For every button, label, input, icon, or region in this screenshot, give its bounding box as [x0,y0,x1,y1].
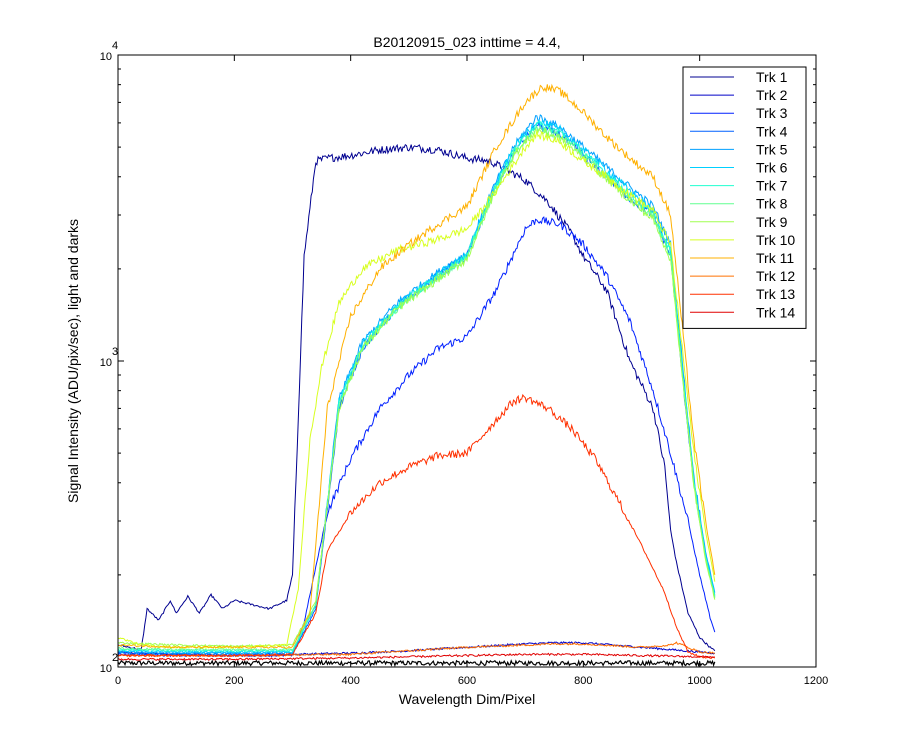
legend-label: Trk 14 [756,304,795,320]
x-tick-label: 400 [341,675,359,687]
legend-box [682,66,807,329]
x-tick-label: 1200 [804,675,828,687]
chart-title: B20120915_023 inttime = 4.4, [373,34,560,50]
legend-label: Trk 7 [756,178,788,194]
legend-label: Trk 2 [756,87,788,103]
x-tick-label: 600 [458,675,476,687]
y-tick-label: 10 [100,51,112,63]
series-line-trk-14 [118,652,715,661]
x-tick-label: 800 [574,675,592,687]
legend: Trk 1 Trk 2 Trk 3 Trk 4 Trk 5 Trk 6 Trk 7 Trk 8… [682,66,807,329]
x-tick-label: 1000 [687,675,711,687]
legend-label: Trk 9 [756,214,788,230]
legend-label: Trk 11 [756,250,794,266]
legend-label: Trk 1 [756,69,788,85]
series-darks [118,658,716,667]
legend-label: Trk 13 [756,286,795,302]
y-tick-exponent: 2 [112,652,118,664]
legend-label: Trk 5 [756,141,788,157]
series-line-trk-13 [118,393,716,659]
legend-label: Trk 8 [756,196,788,212]
legend-label: Trk 4 [756,123,788,139]
x-tick-label: 0 [115,675,121,687]
x-tick-label: 200 [225,675,243,687]
y-tick-exponent: 4 [112,40,118,52]
legend-label: Trk 12 [756,268,795,284]
series-line-trk-1 [118,143,716,652]
legend-label: Trk 10 [756,232,795,248]
legend-label: Trk 3 [756,105,788,121]
y-tick-label: 10 [100,357,112,369]
x-axis-label: Wavelength Dim/Pixel [399,691,535,707]
legend-label: Trk 6 [756,160,788,176]
y-tick-label: 10 [100,663,112,675]
y-tick-exponent: 3 [112,346,118,358]
series-line-trk-9 [118,126,716,648]
y-axis-label: Signal Intensity (ADU/pix/sec), light an… [65,219,81,503]
series-layer [118,83,716,667]
series-line-trk-11 [118,83,716,649]
